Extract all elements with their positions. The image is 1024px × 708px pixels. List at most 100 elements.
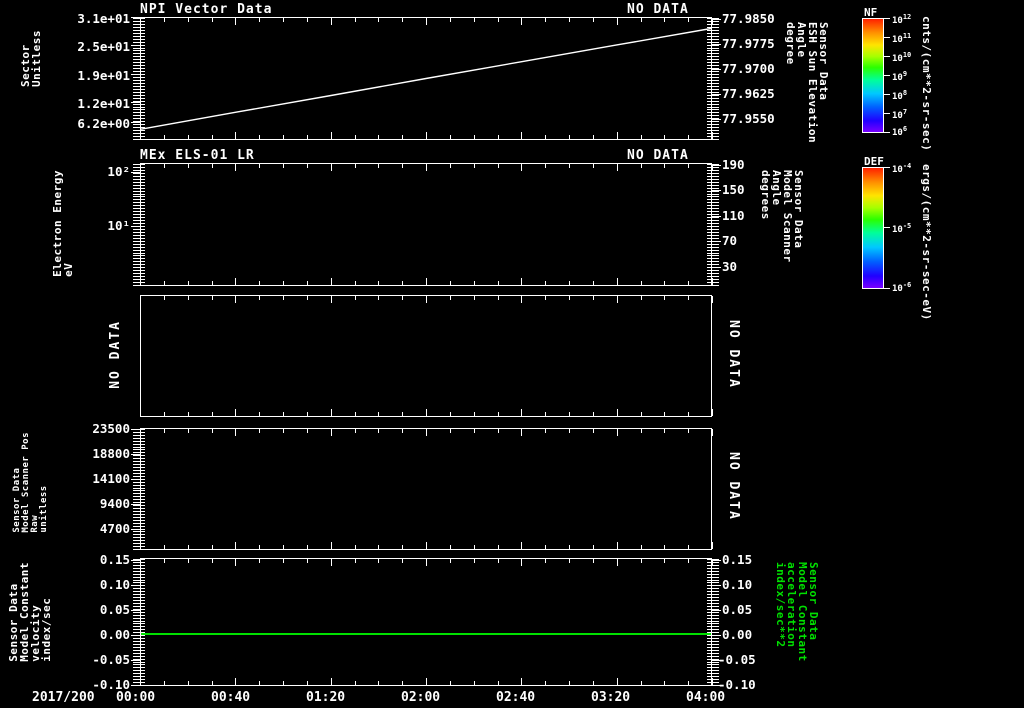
panel-4-ytick-0: 23500 (92, 421, 130, 436)
panel-2-right-ytick-1: 150 (722, 182, 745, 197)
def-tick-exp-2: -6 (902, 281, 912, 289)
nf-colorbar-tick-0: 1012 (892, 13, 911, 26)
nf-colorbar-label: NF (864, 6, 878, 19)
def-colorbar-tick-1: 10-5 (892, 222, 911, 235)
nf-tick-exp-4: 8 (902, 89, 908, 97)
def-tick-mantissa-2: 10 (892, 284, 903, 294)
panel-2-left-axis-label: Electron Energy eV (51, 170, 75, 277)
nf-tick-exp-3: 9 (902, 70, 908, 78)
def-colorbar-tick-0: 10-4 (892, 162, 911, 175)
xaxis-tick-6: 04:00 (686, 690, 726, 705)
panel-1-right-ytick-2: 77.9700 (722, 61, 775, 76)
panel-5-ytick-3: 0.00 (99, 627, 130, 642)
nf-tick-mantissa-3: 10 (892, 73, 903, 83)
panel-2-ytick-1: 10¹ (107, 218, 130, 233)
panel-5-right-ytick-0: 0.15 (722, 552, 753, 567)
panel-1-right-axis-label-line-0: Sensor Data (817, 22, 830, 101)
panel-5-right-axis-label-line-3: index/sec**2 (774, 562, 787, 648)
panel-2-left-axis-label-line-1: eV (62, 262, 75, 277)
panel-2-right-ytick-2: 110 (722, 208, 745, 223)
panel-1-ytick-4: 6.2e+00 (77, 116, 130, 131)
nf-colorbar-tick-5: 107 (892, 108, 907, 121)
xaxis-tick-1: 00:40 (211, 690, 251, 705)
def-colorbar-tick-2: 10-6 (892, 281, 911, 294)
panel-3-empty[interactable] (140, 295, 712, 417)
panel-2-ytick-0: 10² (107, 164, 130, 179)
panel-4-right-nodata: NO DATA (726, 452, 741, 521)
nf-colorbar-tick-4: 108 (892, 89, 907, 102)
panel-3-right-nodata: NO DATA (726, 320, 741, 389)
nf-tick-mantissa-6: 10 (892, 128, 903, 138)
panel-mex-els-01-lr[interactable] (140, 163, 712, 286)
nf-tick-mantissa-5: 10 (892, 111, 903, 121)
nf-tick-exp-1: 11 (902, 32, 912, 40)
xaxis-tick-2: 01:20 (306, 690, 346, 705)
panel-4-left-axis-label-line-3: unitless (39, 485, 49, 533)
panel-1-nodata-status: NO DATA (627, 2, 689, 17)
panel-5-left-axis-label-line-3: index/sec (40, 597, 53, 662)
panel-1-right-axis-label-line-2: Angle (795, 22, 808, 58)
nf-tick-exp-5: 7 (902, 108, 908, 116)
nf-colorbar-unit: cnts/(cm**2-sr-sec) (920, 16, 933, 152)
xaxis-tick-5: 03:20 (591, 690, 631, 705)
def-tick-exp-1: -5 (902, 222, 912, 230)
panel-5-velocity-zero-line (141, 633, 711, 635)
panel-5-ytick-5: -0.10 (92, 677, 130, 692)
def-tick-exp-0: -4 (902, 162, 912, 170)
xaxis-date-label: 2017/200 (32, 690, 95, 705)
panel-1-data-line (140, 27, 712, 130)
panel-5-right-axis-label-line-1: Model Constant (796, 562, 809, 662)
panel-2-right-ytick-4: 30 (722, 259, 738, 274)
nf-colorbar-tick-3: 109 (892, 70, 907, 83)
nf-tick-mantissa-1: 10 (892, 35, 903, 45)
nf-colorbar-tick-2: 1010 (892, 51, 911, 64)
panel-1-right-ytick-1: 77.9775 (722, 36, 775, 51)
panel-4-ytick-1: 18800 (92, 446, 130, 461)
panel-1-right-ytick-0: 77.9850 (722, 11, 775, 26)
nf-tick-exp-0: 12 (902, 13, 912, 21)
panel-2-left-axis-label-line-0: Electron Energy (51, 170, 64, 277)
panel-5-right-axis-label-line-0: Sensor Data (807, 562, 820, 641)
panel-2-right-axis-label-line-3: degrees (759, 170, 772, 220)
nf-tick-exp-2: 10 (902, 51, 912, 59)
panel-5-ytick-2: 0.05 (99, 602, 130, 617)
def-tick-mantissa-1: 10 (892, 225, 903, 235)
panel-5-right-ytick-5: -0.10 (718, 677, 756, 692)
panel-5-right-ytick-1: 0.10 (722, 577, 753, 592)
panel-5-ytick-1: 0.10 (99, 577, 130, 592)
panel-2-right-ytick-0: 190 (722, 157, 745, 172)
def-colorbar-ticks (884, 167, 890, 289)
nf-tick-mantissa-0: 10 (892, 16, 903, 26)
panel-1-right-ytick-3: 77.9625 (722, 86, 775, 101)
xaxis-tick-4: 02:40 (496, 690, 536, 705)
panel-1-right-axis-label-line-3: degree (784, 22, 797, 65)
panel-model-constant-velocity[interactable] (140, 558, 712, 686)
panel-1-left-axis-label-line-1: Unitless (30, 30, 43, 87)
panel-5-right-ytick-4: -0.05 (718, 652, 756, 667)
nf-tick-mantissa-4: 10 (892, 92, 903, 102)
panel-1-ytick-2: 1.9e+01 (77, 68, 130, 83)
panel-4-left-axis-label: Sensor Data Model Scanner Pos Raw unitle… (12, 432, 49, 533)
panel-1-right-axis-label-line-1: ESH Sun Elevation (806, 22, 819, 144)
panel-2-title: MEx ELS-01 LR (140, 148, 255, 163)
def-colorbar[interactable] (862, 167, 884, 289)
nf-tick-mantissa-2: 10 (892, 54, 903, 64)
nf-colorbar-ticks (884, 18, 890, 133)
panel-2-right-axis-label-line-1: Model Scanner (781, 170, 794, 263)
panel-5-left-axis-label: Sensor Data Model Constant velocity inde… (7, 562, 53, 662)
nf-colorbar-tick-6: 106 (892, 125, 907, 138)
nf-colorbar[interactable] (862, 18, 884, 133)
panel-4-ytick-2: 14100 (92, 471, 130, 486)
panel-3-left-nodata: NO DATA (108, 320, 123, 389)
xaxis-tick-0: 00:00 (116, 690, 156, 705)
panel-model-scanner-pos-raw[interactable] (140, 428, 712, 550)
panel-5-right-ytick-3: 0.00 (722, 627, 753, 642)
def-colorbar-label: DEF (864, 155, 884, 168)
panel-1-ytick-1: 2.5e+01 (77, 39, 130, 54)
panel-1-ytick-3: 1.2e+01 (77, 96, 130, 111)
panel-2-right-ytick-3: 70 (722, 233, 738, 248)
panel-1-left-axis-label: Sector Unitless (19, 30, 43, 87)
panel-1-right-ytick-4: 77.9550 (722, 111, 775, 126)
panel-5-right-axis-label-line-2: acceleration (785, 562, 798, 648)
panel-2-right-axis-label: degrees Angle Model Scanner Sensor Data (759, 170, 805, 263)
